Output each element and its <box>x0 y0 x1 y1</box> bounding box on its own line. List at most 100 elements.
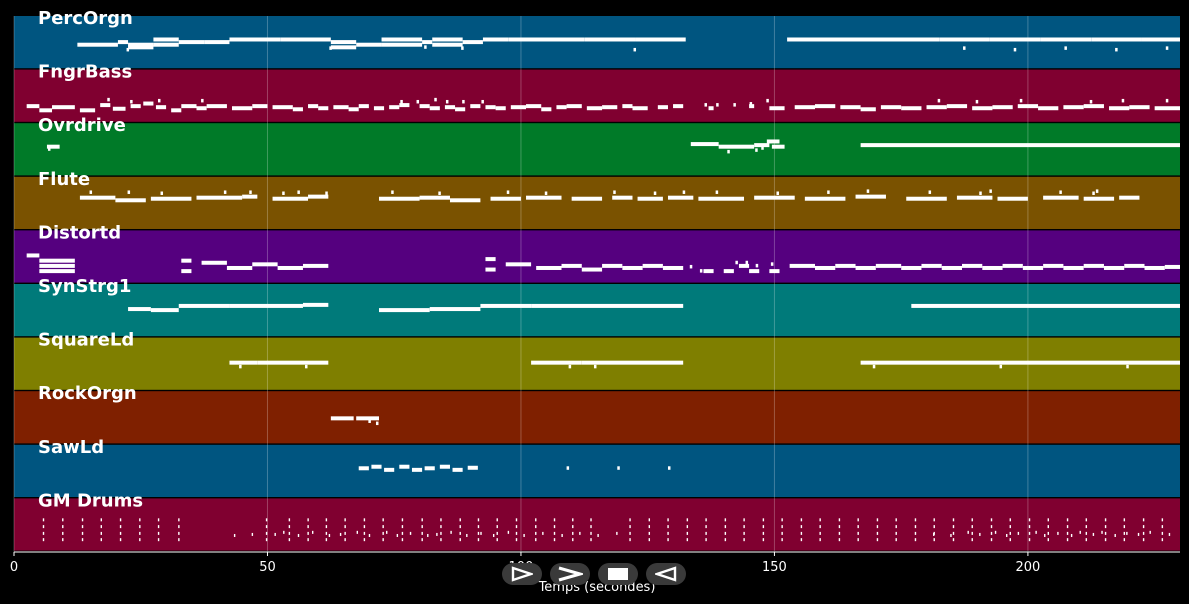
drum-hit <box>1092 532 1095 536</box>
drum-hit <box>667 518 669 522</box>
stop-button[interactable] <box>598 563 638 585</box>
drum-hit <box>1066 538 1069 542</box>
drum-hit <box>762 538 765 542</box>
note <box>771 144 785 149</box>
note <box>333 105 349 110</box>
note <box>602 105 618 110</box>
track-label-percorgn: PercOrgn <box>38 8 133 29</box>
drum-hit <box>990 538 993 542</box>
track-label-synstrg1: SynStrg1 <box>38 276 131 297</box>
note <box>755 148 758 152</box>
note <box>699 269 703 273</box>
note <box>107 97 110 102</box>
note <box>252 262 278 267</box>
drum-hit <box>724 531 727 535</box>
drum-hit <box>572 538 574 542</box>
note <box>381 42 423 47</box>
drum-hit <box>328 533 331 537</box>
forward-button[interactable] <box>550 563 590 585</box>
drum-hit <box>251 532 254 536</box>
note <box>814 265 836 270</box>
drum-hit <box>838 538 841 542</box>
drum-hit <box>1161 518 1164 522</box>
note <box>526 195 562 200</box>
note <box>252 104 268 109</box>
note <box>181 258 192 263</box>
drum-hit <box>288 525 291 529</box>
note <box>761 146 764 150</box>
drum-hit <box>724 538 727 542</box>
drum-hit <box>1161 531 1164 535</box>
drum-hit <box>368 533 371 537</box>
drum-hit <box>477 518 480 522</box>
note <box>399 464 410 469</box>
note <box>308 104 319 109</box>
note <box>568 364 572 369</box>
note <box>622 265 643 270</box>
drum-hit <box>724 518 727 522</box>
note <box>653 191 657 196</box>
drum-hit <box>440 531 442 535</box>
note <box>297 190 300 194</box>
drum-hit <box>1047 531 1049 535</box>
note <box>356 42 382 47</box>
note <box>1040 37 1092 42</box>
play-button[interactable] <box>502 563 542 585</box>
track-label-sawld: SawLd <box>38 437 104 458</box>
note <box>581 360 684 365</box>
note <box>979 191 982 196</box>
note <box>637 196 663 201</box>
note <box>462 40 483 45</box>
drum-hit <box>81 538 84 542</box>
note <box>206 104 227 109</box>
note <box>196 106 207 111</box>
drum-hit <box>42 525 45 529</box>
drum-hit <box>496 538 498 542</box>
drum-hit <box>967 530 969 534</box>
note <box>787 37 889 42</box>
note <box>348 107 359 112</box>
drum-hit <box>579 531 581 535</box>
drum-hit <box>1057 531 1059 535</box>
drum-hit <box>401 525 404 529</box>
drum-hit <box>297 533 300 537</box>
drum-hit <box>743 518 745 522</box>
drum-hit <box>178 518 180 522</box>
drum-hit <box>933 525 935 529</box>
note <box>937 98 941 103</box>
drum-hit <box>1066 525 1069 529</box>
note <box>171 108 182 113</box>
note <box>541 107 552 112</box>
drum-hit <box>233 533 236 537</box>
drum-hit <box>895 525 897 529</box>
note <box>586 106 603 111</box>
drum-hit <box>1070 533 1073 537</box>
drum-hit <box>1085 518 1088 522</box>
track-band-distortd <box>14 230 1180 283</box>
drum-hit <box>100 518 102 522</box>
drum-hit <box>1085 538 1088 542</box>
drum-hit <box>535 525 537 529</box>
note <box>657 105 668 110</box>
drum-hit <box>427 533 429 537</box>
note <box>485 105 496 110</box>
note <box>1022 265 1044 270</box>
drum-hit <box>838 518 841 522</box>
drum-hit <box>876 525 879 529</box>
drum-hit <box>800 538 803 542</box>
drum-hit <box>876 538 879 542</box>
note <box>480 303 532 308</box>
rewind-button[interactable] <box>646 563 686 585</box>
drum-hit <box>344 538 346 542</box>
note <box>39 263 75 268</box>
note <box>901 265 922 270</box>
note <box>358 466 369 471</box>
drum-hit <box>382 531 384 535</box>
drum-hit <box>401 518 404 522</box>
note <box>358 104 369 109</box>
drum-hit <box>459 538 461 542</box>
drum-hit <box>1009 538 1011 542</box>
drum-hit <box>523 533 525 537</box>
note <box>117 40 129 45</box>
rewind-icon <box>655 566 677 582</box>
